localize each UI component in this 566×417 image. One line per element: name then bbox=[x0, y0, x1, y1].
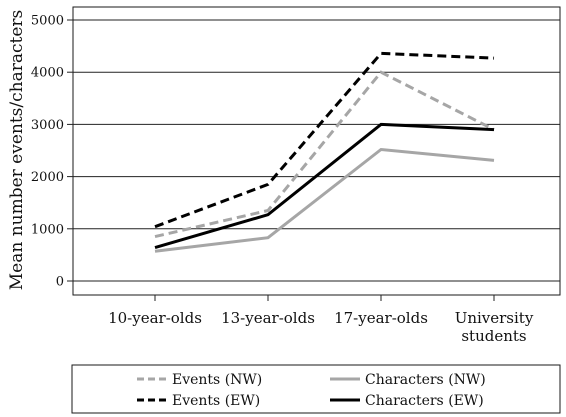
y-axis-title: Mean number events/characters bbox=[7, 10, 27, 291]
series-line-events-ew bbox=[154, 51, 495, 229]
x-tick-label: students bbox=[461, 327, 526, 345]
legend-label: Characters (EW) bbox=[365, 393, 484, 409]
y-tick-label: 1000 bbox=[31, 222, 64, 237]
legend-label: Characters (NW) bbox=[365, 372, 486, 388]
y-tick-label: 2000 bbox=[31, 170, 64, 185]
y-tick-label: 0 bbox=[56, 275, 64, 290]
legend: Events (NW) Characters (NW) Events (EW) Cha… bbox=[71, 364, 561, 414]
series-line-characters-ew bbox=[154, 122, 495, 250]
plot-frame bbox=[72, 6, 561, 296]
y-tick-label: 4000 bbox=[31, 66, 64, 81]
x-axis: 10-year-olds 13-year-olds 17-year-olds Univ… bbox=[108, 295, 534, 345]
series-lines bbox=[154, 51, 495, 253]
x-tick-label: 17-year-olds bbox=[334, 309, 428, 327]
x-tick-label: University bbox=[455, 309, 534, 327]
x-tick-label: 13-year-olds bbox=[221, 309, 315, 327]
legend-frame bbox=[71, 364, 561, 414]
series-line-characters-nw bbox=[154, 147, 495, 253]
legend-label: Events (EW) bbox=[172, 393, 260, 409]
y-tick-label: 3000 bbox=[31, 118, 64, 133]
x-tick-label: 10-year-olds bbox=[108, 309, 202, 327]
y-tick-label: 5000 bbox=[31, 14, 64, 29]
y-axis: 0 1000 2000 3000 4000 5000 bbox=[31, 14, 73, 290]
legend-label: Events (NW) bbox=[172, 372, 262, 388]
series-line-events-nw bbox=[154, 70, 495, 239]
